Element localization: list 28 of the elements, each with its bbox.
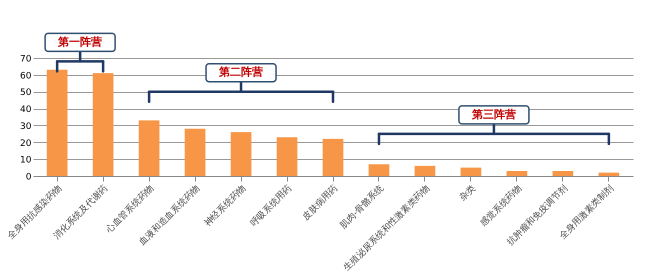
bar bbox=[368, 164, 390, 176]
bar bbox=[276, 137, 298, 176]
bar bbox=[322, 138, 344, 176]
y-tick-label: 40 bbox=[20, 105, 32, 116]
x-tick-label: 皮肤病用药 bbox=[300, 182, 340, 222]
y-tick-label: 0 bbox=[26, 172, 32, 182]
bar bbox=[184, 128, 206, 176]
bar bbox=[46, 70, 68, 176]
y-tick-label: 50 bbox=[20, 88, 32, 98]
y-tick-label: 10 bbox=[20, 156, 32, 166]
bar bbox=[92, 73, 114, 176]
bar bbox=[506, 170, 528, 176]
y-tick-label: 30 bbox=[20, 122, 32, 132]
y-tick-label: 70 bbox=[20, 54, 32, 64]
y-tick-label: 60 bbox=[20, 71, 32, 82]
x-tick-label: 呼吸系统用药 bbox=[248, 182, 294, 229]
bar bbox=[552, 170, 574, 176]
bar bbox=[460, 168, 482, 176]
bar bbox=[138, 120, 160, 176]
annotation: 第二阵营 bbox=[218, 66, 264, 79]
y-tick-label: 20 bbox=[20, 138, 32, 149]
bar bbox=[230, 132, 252, 176]
x-tick-label: 杂类 bbox=[457, 182, 478, 204]
bar bbox=[598, 172, 620, 176]
text: 第一阵营 bbox=[57, 35, 102, 48]
bar bbox=[414, 166, 436, 176]
annotation: 第三阵营 bbox=[470, 108, 516, 121]
x-tick-label: 神经系统药物 bbox=[202, 182, 248, 229]
